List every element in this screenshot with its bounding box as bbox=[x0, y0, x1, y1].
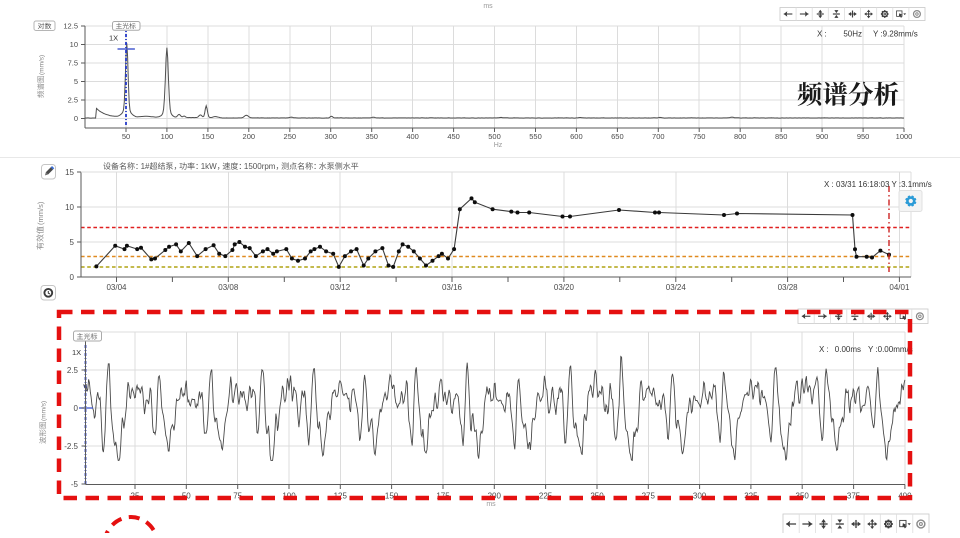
svg-text:200: 200 bbox=[243, 132, 256, 141]
svg-text:ms: ms bbox=[483, 3, 493, 10]
svg-text:10: 10 bbox=[65, 203, 74, 212]
svg-text:Hz: Hz bbox=[494, 142, 503, 149]
svg-text:650: 650 bbox=[611, 132, 624, 141]
svg-text:300: 300 bbox=[324, 132, 337, 141]
svg-text:2.5: 2.5 bbox=[67, 366, 79, 375]
svg-text:550: 550 bbox=[529, 132, 542, 141]
svg-text:-5: -5 bbox=[71, 480, 79, 489]
svg-text:0: 0 bbox=[74, 114, 78, 123]
svg-text:1#: 1# bbox=[141, 162, 150, 171]
svg-text:X :: X : bbox=[819, 345, 829, 354]
svg-text:225: 225 bbox=[539, 492, 553, 501]
svg-text:5: 5 bbox=[74, 77, 78, 86]
svg-text:(mm/s): (mm/s) bbox=[39, 55, 46, 75]
svg-text:03/28: 03/28 bbox=[778, 283, 799, 292]
svg-text:500: 500 bbox=[488, 132, 501, 141]
svg-text:12.5: 12.5 bbox=[63, 22, 78, 31]
svg-text:850: 850 bbox=[775, 132, 788, 141]
svg-text:900: 900 bbox=[816, 132, 829, 141]
svg-text:0: 0 bbox=[74, 404, 79, 413]
svg-text:150: 150 bbox=[202, 132, 215, 141]
svg-text:1000: 1000 bbox=[896, 132, 913, 141]
svg-text:03/04: 03/04 bbox=[106, 283, 127, 292]
svg-text:X : 03/31 16:18:03 Y :3.1mm/s: X : 03/31 16:18:03 Y :3.1mm/s bbox=[824, 180, 932, 189]
svg-text:0.00ms: 0.00ms bbox=[835, 345, 861, 354]
svg-text:ms: ms bbox=[486, 501, 496, 508]
svg-text:2.5: 2.5 bbox=[68, 96, 78, 105]
svg-text:1kW: 1kW bbox=[201, 162, 217, 171]
svg-text:Y :9.28mm/s: Y :9.28mm/s bbox=[873, 30, 918, 39]
svg-text:750: 750 bbox=[693, 132, 706, 141]
svg-text:50Hz: 50Hz bbox=[843, 30, 862, 39]
svg-text:5: 5 bbox=[70, 238, 75, 247]
svg-text:1500rpm: 1500rpm bbox=[244, 162, 276, 171]
svg-text:600: 600 bbox=[570, 132, 583, 141]
svg-text:150: 150 bbox=[385, 492, 399, 501]
svg-text:X :: X : bbox=[817, 30, 827, 39]
svg-text:300: 300 bbox=[693, 492, 707, 501]
svg-text:03/20: 03/20 bbox=[554, 283, 575, 292]
svg-text:1X: 1X bbox=[72, 348, 81, 357]
svg-text:800: 800 bbox=[734, 132, 747, 141]
svg-text:0: 0 bbox=[70, 273, 75, 282]
svg-text:375: 375 bbox=[847, 492, 861, 501]
svg-text:04/01: 04/01 bbox=[889, 283, 910, 292]
svg-text:(mm/s): (mm/s) bbox=[41, 401, 48, 421]
svg-text:450: 450 bbox=[447, 132, 460, 141]
svg-text:15: 15 bbox=[65, 168, 74, 177]
svg-text:(mm/s): (mm/s) bbox=[36, 201, 45, 225]
svg-text:03/16: 03/16 bbox=[442, 283, 463, 292]
svg-text:1X: 1X bbox=[109, 34, 118, 43]
svg-text:250: 250 bbox=[284, 132, 297, 141]
svg-text:400: 400 bbox=[406, 132, 419, 141]
svg-text:-2.5: -2.5 bbox=[64, 442, 78, 451]
svg-text:100: 100 bbox=[161, 132, 174, 141]
svg-text:7.5: 7.5 bbox=[68, 59, 78, 68]
svg-text:10: 10 bbox=[70, 40, 78, 49]
svg-text:03/08: 03/08 bbox=[218, 283, 239, 292]
svg-text:50: 50 bbox=[122, 132, 130, 141]
svg-text:Y :0.00mm/s: Y :0.00mm/s bbox=[868, 345, 913, 354]
svg-text:700: 700 bbox=[652, 132, 665, 141]
svg-text:03/12: 03/12 bbox=[330, 283, 351, 292]
svg-text:75: 75 bbox=[233, 492, 242, 501]
svg-text:03/24: 03/24 bbox=[666, 283, 687, 292]
svg-text:950: 950 bbox=[857, 132, 870, 141]
svg-text:350: 350 bbox=[365, 132, 378, 141]
